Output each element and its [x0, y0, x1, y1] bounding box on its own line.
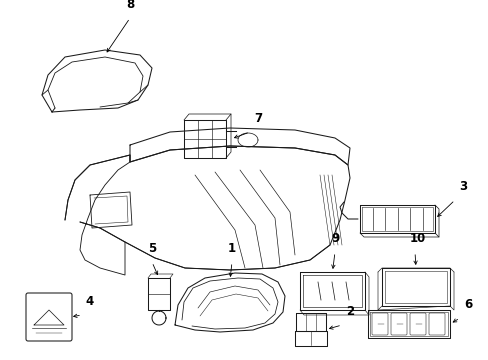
Text: 9: 9 [330, 232, 339, 245]
Text: 4: 4 [86, 295, 94, 308]
Text: 5: 5 [147, 242, 156, 255]
Text: 6: 6 [463, 298, 471, 311]
Text: 10: 10 [409, 232, 425, 245]
Text: 3: 3 [458, 180, 466, 193]
Text: 8: 8 [125, 0, 134, 11]
Text: 2: 2 [345, 305, 353, 318]
Text: 7: 7 [253, 112, 262, 125]
Text: 1: 1 [227, 242, 236, 255]
